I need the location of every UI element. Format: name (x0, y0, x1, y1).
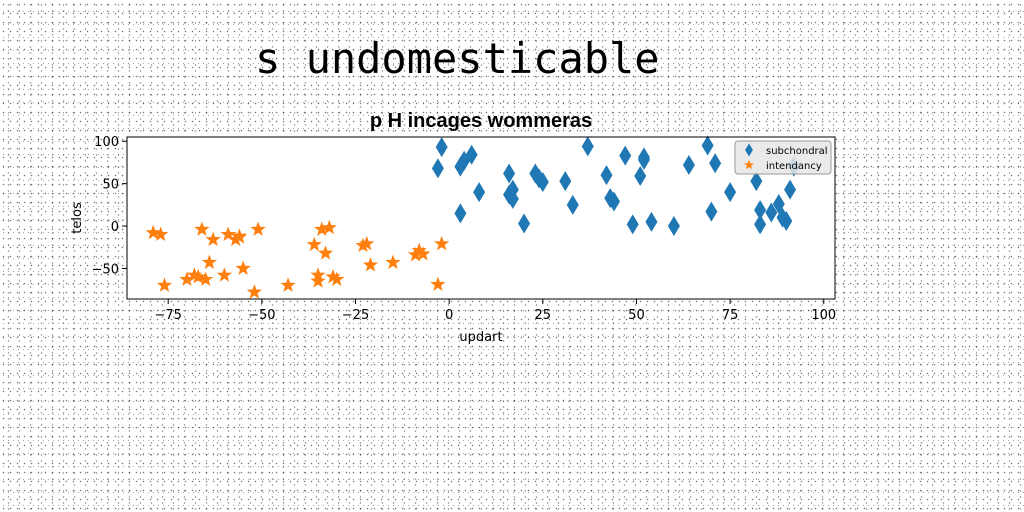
data-point (559, 171, 572, 192)
data-point (250, 221, 266, 236)
plot-frame (126, 136, 836, 300)
data-point (431, 158, 444, 179)
data-point (667, 216, 680, 237)
data-point (179, 271, 195, 286)
data-point (607, 191, 620, 212)
data-point (246, 284, 262, 299)
data-point (310, 273, 326, 288)
data-point (205, 231, 221, 247)
legend-label: subchondral (766, 146, 828, 157)
chart-title: p H incages wommeras (370, 110, 592, 132)
data-point (385, 254, 401, 269)
data-point (536, 171, 549, 192)
data-point (430, 276, 446, 292)
data-point (724, 182, 737, 203)
data-point (518, 213, 531, 234)
legend: subchondral intendancy (734, 140, 832, 175)
data-point (362, 257, 379, 272)
legend-marker (745, 143, 753, 157)
data-point (600, 165, 613, 186)
data-point (321, 219, 337, 235)
data-point (434, 235, 450, 251)
data-point (317, 245, 334, 260)
data-point (411, 242, 427, 258)
data-point (435, 137, 448, 158)
plot-area (127, 135, 835, 299)
x-axis-label: updart (459, 330, 502, 345)
data-point (280, 277, 296, 292)
series-intendancy (145, 219, 450, 299)
data-point (231, 229, 247, 244)
data-point (194, 221, 210, 236)
x-tick-label: 75 (722, 308, 739, 323)
y-tick-label: 50 (102, 178, 119, 193)
data-point (619, 145, 632, 166)
x-tick-label: −25 (342, 308, 369, 323)
data-point (566, 194, 579, 215)
data-point (780, 210, 793, 231)
x-tick-label: −75 (154, 308, 181, 323)
data-point (754, 214, 767, 235)
y-tick-label: 0 (111, 220, 119, 235)
data-point (754, 199, 767, 220)
data-point (645, 211, 658, 232)
data-point (503, 163, 516, 184)
y-tick-label: 100 (94, 135, 119, 150)
data-point (473, 182, 486, 203)
data-point (465, 144, 478, 165)
data-point (306, 236, 322, 252)
y-tick-label: −50 (92, 262, 119, 277)
x-tick-label: −50 (248, 308, 275, 323)
data-point (156, 277, 173, 292)
data-point (682, 154, 695, 175)
x-tick-label: 100 (811, 308, 836, 323)
x-tick-label: 0 (445, 308, 453, 323)
data-point (359, 235, 375, 251)
data-point (201, 254, 218, 269)
data-point (228, 231, 244, 247)
data-point (506, 188, 519, 209)
data-point (750, 171, 763, 192)
legend-marker (744, 159, 754, 170)
data-point (186, 267, 203, 282)
data-point (314, 221, 330, 236)
x-tick-label: 25 (535, 308, 552, 323)
data-point (765, 202, 778, 223)
data-point (784, 179, 797, 200)
axes: −75 −50 −25 0 25 50 75 100 −50 0 50 100 (92, 135, 837, 323)
data-point (220, 226, 236, 242)
data-point (190, 268, 206, 284)
data-point (325, 268, 341, 284)
data-point (198, 271, 214, 286)
x-tick-label: 50 (628, 308, 645, 323)
data-point (701, 135, 714, 156)
data-point (153, 226, 169, 242)
data-point (235, 260, 251, 275)
data-point (626, 214, 639, 235)
data-point (709, 153, 722, 174)
legend-label: intendancy (766, 161, 822, 172)
data-point (329, 271, 345, 286)
data-point (216, 267, 233, 282)
page-heading: s undomesticable (255, 34, 660, 83)
y-axis-label: telos (70, 202, 85, 234)
data-point (581, 136, 594, 157)
data-point (634, 166, 647, 187)
series-subchondral (431, 135, 800, 237)
data-point (355, 237, 371, 253)
data-point (454, 203, 467, 224)
legend-box (734, 140, 832, 175)
data-point (637, 147, 650, 168)
data-point (705, 201, 718, 222)
plot-background (127, 137, 835, 299)
data-point (415, 246, 431, 261)
